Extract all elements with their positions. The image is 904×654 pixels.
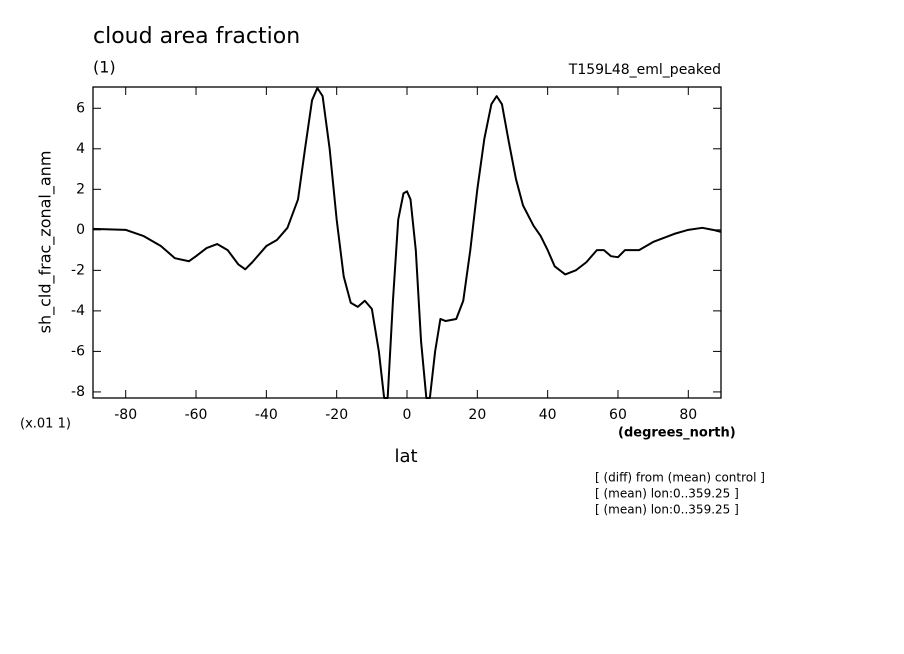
x-tick-label: 40 xyxy=(539,407,557,423)
x-tick-label: -80 xyxy=(114,407,137,423)
y-axis-label: sh_cld_frac_zonal_anm xyxy=(36,151,56,334)
chart-title: cloud area fraction xyxy=(93,24,300,49)
note: [ (mean) lon:0..359.25 ] xyxy=(595,487,739,501)
x-tick-label: 20 xyxy=(468,407,486,423)
data-line xyxy=(92,87,722,399)
chart-subtitle: (1) xyxy=(93,58,116,77)
y-tick-label: -6 xyxy=(71,343,85,359)
x-tick-label: 80 xyxy=(679,407,697,423)
y-tick-label: -8 xyxy=(71,384,85,400)
x-tick-label: -40 xyxy=(255,407,278,423)
note: [ (diff) from (mean) control ] xyxy=(595,471,765,485)
y-tick-label: -4 xyxy=(71,303,85,319)
x-axis-label: lat xyxy=(394,446,417,467)
y-tick-label: 2 xyxy=(76,181,85,197)
x-tick-label: -20 xyxy=(325,407,348,423)
y-tick-label: -2 xyxy=(71,262,85,278)
run-label: T159L48_eml_peaked xyxy=(568,62,721,78)
x-tick-label: 0 xyxy=(403,407,412,423)
note: [ (mean) lon:0..359.25 ] xyxy=(595,503,739,517)
plot-frame xyxy=(92,86,722,399)
y-tick-label: 6 xyxy=(76,100,85,116)
x-tick-label: 60 xyxy=(609,407,627,423)
x-tick-label: -60 xyxy=(185,407,208,423)
y-tick-label: 0 xyxy=(76,222,85,238)
x-units: (degrees_north) xyxy=(618,426,736,441)
y-units: (x.01 1) xyxy=(20,417,71,432)
y-tick-label: 4 xyxy=(76,141,85,157)
